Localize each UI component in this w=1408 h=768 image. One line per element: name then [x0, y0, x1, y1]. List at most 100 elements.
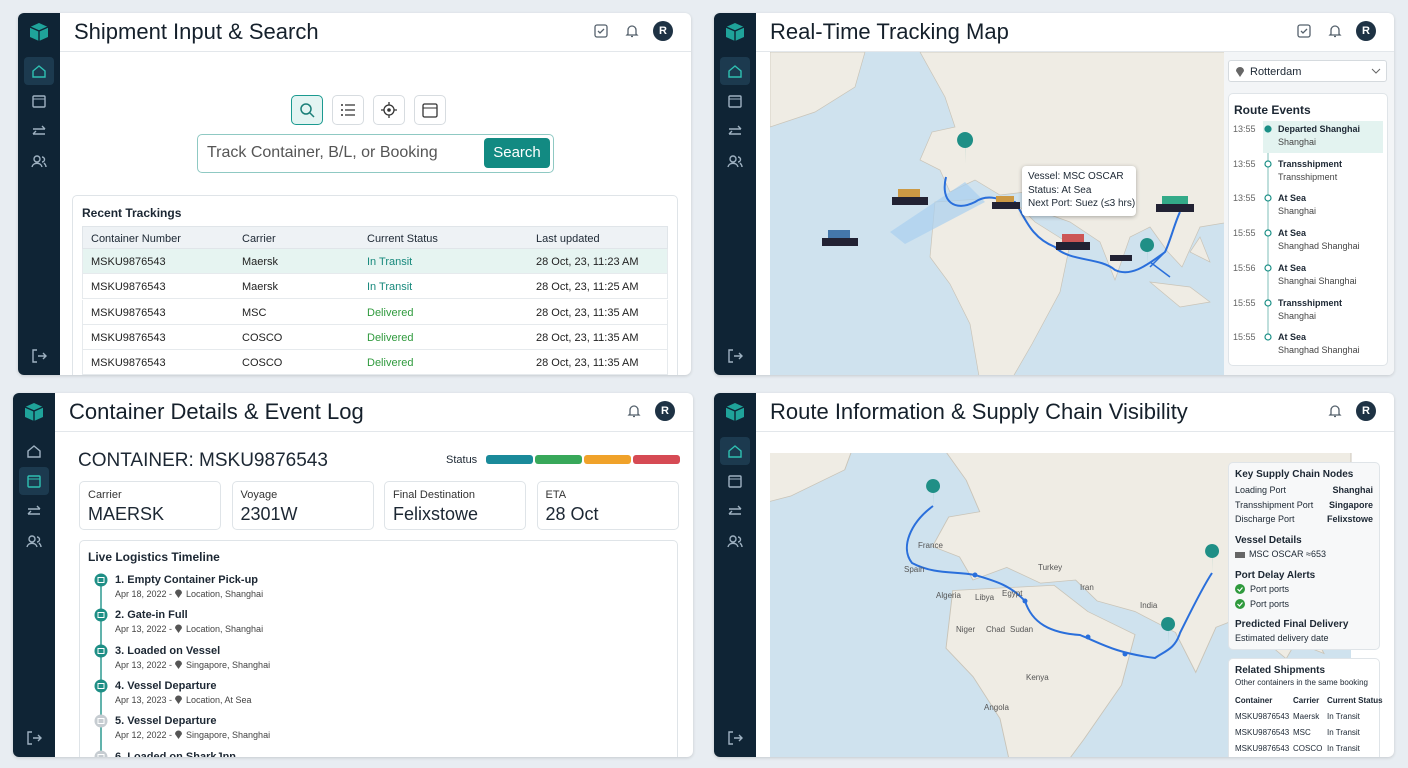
- nav-button[interactable]: [720, 57, 750, 85]
- panel: Container Details & Event Log R CONTAINER:…: [13, 393, 693, 757]
- port-dropdown[interactable]: Rotterdam: [1228, 60, 1387, 82]
- event-place: Shanghai Shanghai: [1278, 275, 1357, 286]
- table-row[interactable]: MSKU9876543 COSCO Delivered 28 Oct, 23, 11:…: [82, 324, 668, 350]
- table-cell: Delivered: [367, 357, 414, 370]
- map-label: France: [918, 541, 943, 550]
- logout-icon: [32, 349, 47, 363]
- nav-button[interactable]: [24, 57, 54, 85]
- node-value: Felixstowe: [1326, 514, 1373, 524]
- node-label: Discharge Port: [1235, 514, 1295, 524]
- table-cell: MSKU9876543: [91, 306, 166, 319]
- location-pin: [175, 730, 182, 740]
- toolbar-button[interactable]: [373, 95, 405, 125]
- panel-title: Shipment Input & Search: [74, 19, 319, 44]
- related-cell: COSCO: [1293, 744, 1323, 753]
- column-header: Container Number: [91, 233, 181, 245]
- nav-button[interactable]: [19, 527, 49, 555]
- nav-button[interactable]: [19, 497, 49, 525]
- nav-button[interactable]: [24, 87, 54, 115]
- toolbar-button[interactable]: [332, 95, 364, 125]
- nav-button[interactable]: [720, 117, 750, 145]
- info-label: ETA: [545, 489, 567, 501]
- map-label: Turkey: [1038, 563, 1063, 572]
- nav-icon: [27, 475, 41, 488]
- event-time: 13:55: [1233, 124, 1256, 134]
- nav-icon: [728, 95, 742, 108]
- column-header: Carrier: [242, 233, 276, 245]
- nav-button[interactable]: [720, 527, 750, 555]
- table-cell: 28 Oct, 23, 11:35 AM: [536, 306, 639, 319]
- header: Route Information & Supply Chain Visibil…: [756, 393, 1394, 432]
- info-card: Final Destination Felixstowe: [384, 481, 526, 530]
- sidebar: [714, 393, 756, 757]
- nav-icon: [728, 125, 742, 135]
- node-label: Transshipment Port: [1235, 499, 1314, 510]
- panel-title: Container Details & Event Log: [69, 399, 364, 424]
- avatar[interactable]: R: [655, 401, 675, 421]
- pin-icon: [1236, 67, 1244, 77]
- map-label: Algeria: [936, 591, 961, 600]
- timeline-location: Singapore, Shanghai: [186, 730, 271, 741]
- related-cell: In Transit: [1327, 744, 1360, 753]
- table-cell: 28 Oct, 23, 11:35 AM: [536, 357, 639, 370]
- nav-button[interactable]: [720, 467, 750, 495]
- avatar[interactable]: R: [1356, 401, 1376, 421]
- nav-button[interactable]: [19, 467, 49, 495]
- nav-icon: [26, 535, 42, 548]
- info-card: Carrier MAERSK: [79, 481, 221, 530]
- related-cell: In Transit: [1327, 712, 1360, 721]
- nav-icon: [27, 445, 41, 458]
- sidebar: [714, 13, 756, 375]
- search-input[interactable]: Track Container, B/L, or Booking: [207, 144, 438, 161]
- map-label: Egypt: [1002, 589, 1023, 598]
- info-value: Felixstowe: [393, 504, 479, 524]
- nav-button[interactable]: [720, 87, 750, 115]
- info-label: Voyage: [240, 489, 278, 501]
- nav-icon: [32, 65, 46, 78]
- avatar[interactable]: R: [653, 21, 673, 41]
- section-title: Predicted Final Delivery: [1235, 619, 1349, 630]
- alert-check: [1235, 584, 1245, 594]
- table-row[interactable]: MSKU9876543 COSCO Delivered 28 Oct, 23, 11:…: [82, 350, 668, 375]
- nav-button[interactable]: [19, 437, 49, 465]
- section-subtitle: Other containers in the same booking: [1235, 678, 1368, 687]
- chevron: [1371, 68, 1381, 74]
- column-header: Current Status: [367, 233, 438, 245]
- related-cell: In Transit: [1327, 728, 1360, 737]
- table-cell: Maersk: [242, 256, 279, 268]
- timeline-line: [100, 579, 102, 757]
- status-label: Status: [446, 454, 478, 466]
- timeline-step: 4. Vessel Departure: [115, 679, 217, 692]
- toolbar-button[interactable]: [414, 95, 446, 125]
- table-row[interactable]: MSKU9876543 Maersk In Transit 28 Oct, 23, 1…: [82, 274, 668, 300]
- nav-button[interactable]: [24, 147, 54, 175]
- event-place: Shanghai: [1278, 137, 1317, 147]
- event-highlight: [1263, 121, 1383, 153]
- table-row[interactable]: MSKU9876543 Maersk In Transit 28 Oct, 23, 1…: [82, 249, 668, 274]
- event-time: 15:55: [1233, 228, 1256, 239]
- sidebar: [18, 13, 60, 375]
- table-cell: 28 Oct, 23, 11:23 AM: [536, 256, 639, 268]
- nav-button[interactable]: [720, 437, 750, 465]
- node-label: Loading Port: [1235, 485, 1287, 495]
- tracking-map: [770, 52, 1224, 375]
- avatar[interactable]: R: [1356, 21, 1376, 41]
- panel-title: Real-Time Tracking Map: [770, 19, 1009, 44]
- nav-button[interactable]: [720, 147, 750, 175]
- search-box[interactable]: Track Container, B/L, or Booking Search: [197, 134, 554, 173]
- nav-button[interactable]: [24, 117, 54, 145]
- nav-button[interactable]: [720, 497, 750, 525]
- bell-icon: [627, 405, 641, 418]
- toolbar-button[interactable]: [291, 95, 323, 125]
- event-dot: [1264, 333, 1272, 341]
- table-row[interactable]: MSKU9876543 MSC Delivered 28 Oct, 23, 11:35…: [82, 299, 668, 325]
- timeline-icon: [94, 573, 108, 587]
- event-place: Shanghad Shanghai: [1278, 241, 1360, 252]
- location-pin: [175, 695, 182, 704]
- header: Shipment Input & Search R: [60, 13, 691, 52]
- task-icon: [1297, 24, 1311, 38]
- search-button[interactable]: Search: [484, 138, 550, 168]
- info-label: Final Destination: [393, 489, 475, 501]
- event-dot: [1264, 298, 1272, 307]
- event-title: Departed Shanghai: [1278, 124, 1361, 134]
